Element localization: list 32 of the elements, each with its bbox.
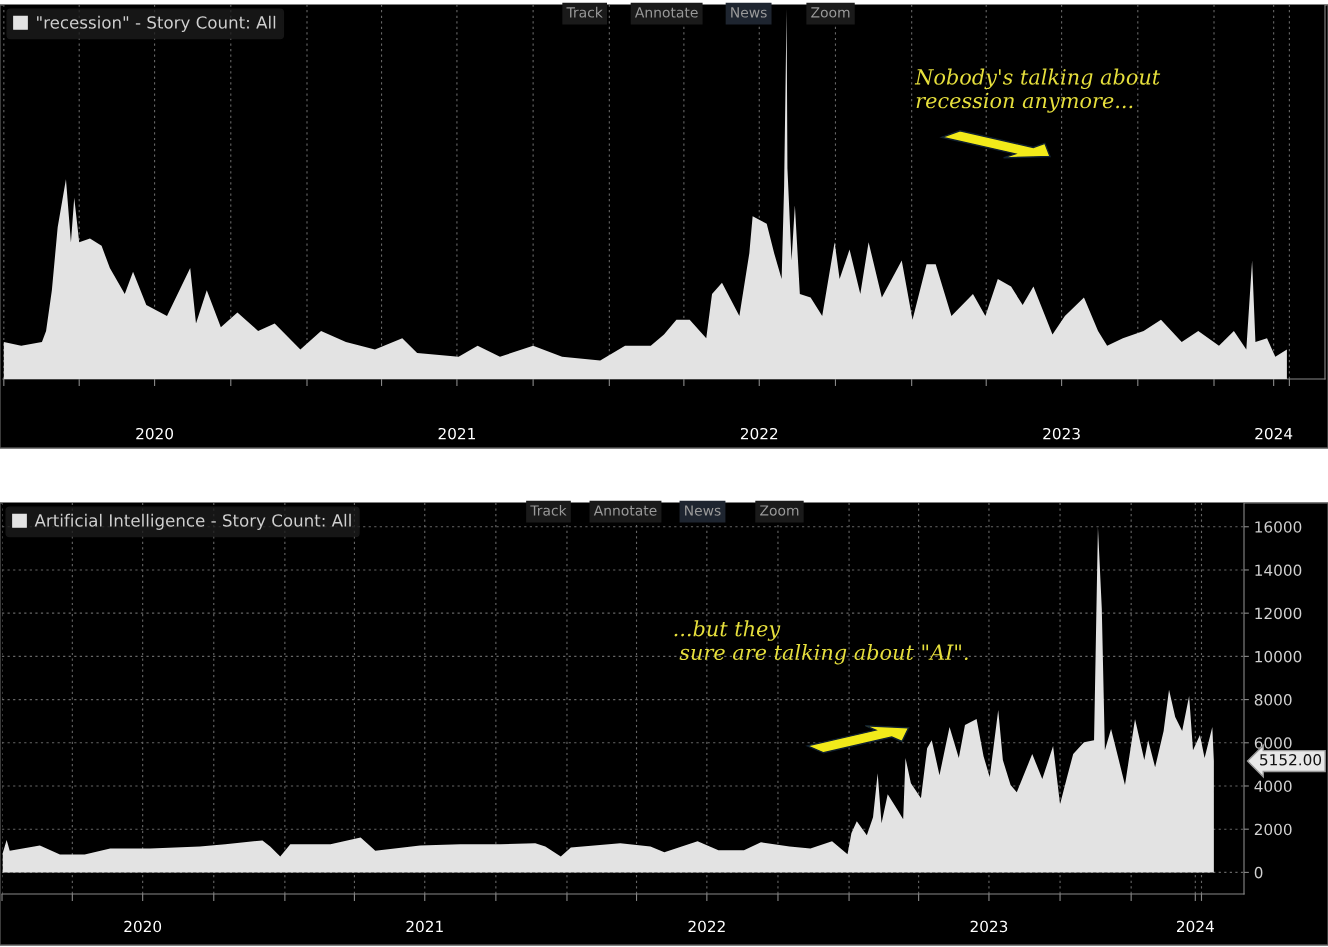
annotation: Annotate <box>634 7 698 18</box>
annotation: News <box>731 7 767 18</box>
y-tick-label: 12000 <box>1255 607 1302 620</box>
y-tick-label: 8000 <box>1254 694 1292 706</box>
annotation: Annotate <box>593 505 657 516</box>
y-tick-label: 0 <box>1254 866 1263 879</box>
annotation: Track <box>530 504 567 516</box>
annotation: Nobody's talking about recession anymore... <box>914 68 1161 113</box>
annotation: ...but they sure are talking about "AI". <box>674 620 968 665</box>
annotation: Zoom <box>760 505 799 516</box>
x-tick-label: 2021 <box>406 920 443 933</box>
annotation: Track <box>566 6 603 18</box>
annotation: News <box>685 505 721 516</box>
y-tick-label: 10000 <box>1255 650 1302 663</box>
y-tick-label: 4000 <box>1254 780 1292 793</box>
x-tick-label: 2022 <box>688 920 725 933</box>
y-tick-label: 2000 <box>1254 823 1292 836</box>
annotation: Zoom <box>811 7 850 18</box>
x-tick-label: 2024 <box>1176 920 1214 933</box>
y-tick-label: 16000 <box>1255 521 1302 533</box>
x-tick-label: 2020 <box>124 920 162 933</box>
legend-label: Artificial Intelligence - Story Count: All <box>34 513 351 530</box>
y-tick-label: 6000 <box>1254 737 1292 749</box>
legend-label: "recession" - Story Count: All <box>37 15 276 32</box>
x-tick-label: 2021 <box>438 427 475 440</box>
x-tick-label: 2022 <box>740 427 778 440</box>
text: 5152.00 <box>1260 753 1322 766</box>
x-tick-label: 2023 <box>970 920 1008 933</box>
x-tick-label: 2020 <box>136 427 174 440</box>
x-tick-label: 2024 <box>1255 427 1293 440</box>
y-tick-label: 14000 <box>1255 564 1302 576</box>
x-tick-label: 2023 <box>1043 427 1080 440</box>
